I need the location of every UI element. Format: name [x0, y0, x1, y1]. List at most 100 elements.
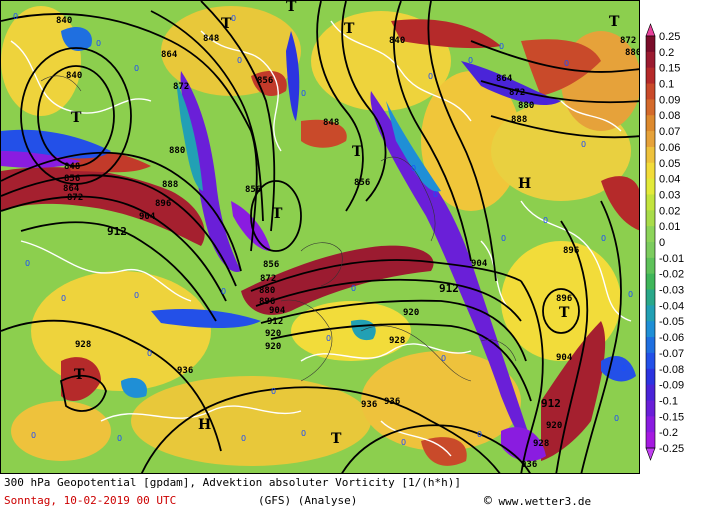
colorbar-tick-label: 0.01 — [659, 221, 680, 233]
contour-label: 848 — [203, 34, 219, 44]
colorbar-tick-label: -0.1 — [659, 395, 678, 407]
contour-label: 840 — [66, 71, 82, 81]
zero-marker: 0 — [241, 434, 246, 443]
contour-label: 864 — [63, 184, 80, 194]
colorbar-tick-label: -0.15 — [659, 411, 684, 423]
colorbar-tick-label: -0.08 — [659, 364, 684, 376]
colorbar-swatch — [646, 146, 655, 164]
zero-marker: 0 — [351, 284, 356, 293]
low-center: T — [71, 110, 82, 126]
contour-label: 912 — [541, 397, 561, 410]
zero-marker: 0 — [61, 294, 66, 303]
colorbar-swatch — [646, 305, 655, 322]
colorbar-swatch — [646, 83, 655, 100]
contour-label: 848 — [323, 118, 339, 128]
contour-label: 888 — [162, 180, 178, 190]
colorbar-swatch — [646, 384, 655, 401]
zero-marker: 0 — [271, 387, 276, 396]
colorbar-swatch — [646, 131, 655, 148]
zero-marker: 0 — [231, 14, 236, 23]
colorbar-tick-label: 0.2 — [659, 47, 674, 59]
colorbar-tick-label: 0.15 — [659, 63, 680, 75]
zero-marker: 0 — [31, 431, 36, 440]
low-center: T — [272, 206, 283, 222]
colorbar-swatch — [646, 178, 655, 195]
colorbar-legend: 0.25 0.2 0.15 0.1 0.09 0.08 0.07 0.06 0.05 0.04 0.… — [640, 0, 704, 474]
colorbar-tick-label: 0.03 — [659, 189, 680, 201]
colorbar-swatch — [646, 416, 655, 433]
contour-label: 880 — [518, 101, 534, 111]
zero-marker: 0 — [564, 59, 569, 68]
colorbar-swatch — [646, 162, 655, 180]
colorbar-swatch — [646, 337, 655, 354]
valid-date: Sonntag, 10-02-2019 00 UTC — [4, 494, 177, 507]
colorbar-tick-label: 0 — [659, 237, 665, 249]
zero-marker: 0 — [147, 349, 152, 358]
contour-label: 920 — [265, 342, 281, 352]
colorbar-min-arrow — [645, 447, 656, 461]
zero-marker: 0 — [134, 291, 139, 300]
map-title: 300 hPa Geopotential [gpdam], Advektion … — [4, 476, 461, 489]
contour-label: 880 — [259, 286, 275, 296]
zero-marker: 0 — [301, 89, 306, 98]
colorbar-tick-label: 0.04 — [659, 174, 680, 186]
colorbar-tick-label: -0.07 — [659, 348, 684, 360]
low-center: T — [559, 305, 570, 321]
colorbar-tick-label: -0.2 — [659, 427, 678, 439]
contour-label: 928 — [75, 340, 91, 350]
contour-label: 904 — [556, 353, 573, 363]
colorbar-swatch — [646, 257, 655, 275]
colorbar-swatch — [646, 321, 655, 338]
zero-marker: 0 — [468, 56, 473, 65]
colorbar-swatch — [646, 273, 655, 291]
colorbar-swatch — [646, 210, 655, 227]
contour-label: 856 — [257, 76, 273, 86]
contour-label: 856 — [354, 178, 370, 188]
contour-label: 856 — [245, 185, 261, 195]
zero-marker: 0 — [614, 414, 619, 423]
colorbar-tick-label: 0.02 — [659, 205, 680, 217]
high-center: H — [198, 417, 211, 433]
colorbar-tick-label: 0.07 — [659, 126, 680, 138]
zero-marker: 0 — [499, 42, 504, 51]
colorbar-border — [645, 35, 656, 449]
contour-label: 936 — [361, 400, 377, 410]
contour-label: 920 — [546, 421, 562, 431]
contour-label: 856 — [64, 174, 80, 184]
low-center: T — [331, 431, 342, 447]
zero-marker: 0 — [477, 430, 482, 439]
high-center: H — [518, 176, 531, 192]
zero-marker: 0 — [25, 259, 30, 268]
contour-label: 912 — [439, 282, 459, 295]
zero-marker: 0 — [96, 39, 101, 48]
colorbar-tick-label: 0.1 — [659, 79, 674, 91]
zero-marker: 0 — [501, 234, 506, 243]
contour-label: 840 — [56, 16, 72, 26]
contour-label: 896 — [259, 297, 275, 307]
contour-label: 840 — [389, 36, 405, 46]
contour-label: 872 — [260, 274, 276, 284]
credit-link[interactable]: www.wetter3.de — [498, 495, 592, 508]
colorbar-swatch — [646, 194, 655, 211]
low-center: T — [344, 21, 355, 37]
contour-label: 848 — [64, 162, 80, 172]
colorbar-tick-label: -0.09 — [659, 380, 684, 392]
colorbar-tick-label: 0.05 — [659, 158, 680, 170]
colorbar-tick-label: 0.25 — [659, 31, 680, 43]
contour-label: 936 — [521, 460, 537, 470]
contour-label: 880 — [625, 48, 640, 58]
colorbar-tick-label: -0.02 — [659, 269, 684, 281]
contour-label: 928 — [389, 336, 405, 346]
contour-label: 864 — [161, 50, 178, 60]
credit: © www.wetter3.de — [484, 494, 591, 509]
zero-marker: 0 — [326, 334, 331, 343]
contour-label: 888 — [511, 115, 527, 125]
contour-label: 920 — [403, 308, 419, 318]
low-center: T — [609, 14, 620, 30]
colorbar-swatch — [646, 115, 655, 132]
zero-marker: 0 — [543, 216, 548, 225]
zero-marker: 0 — [428, 72, 433, 81]
zero-marker: 0 — [221, 287, 226, 296]
zero-marker: 0 — [581, 140, 586, 149]
contour-label: 912 — [267, 317, 283, 327]
